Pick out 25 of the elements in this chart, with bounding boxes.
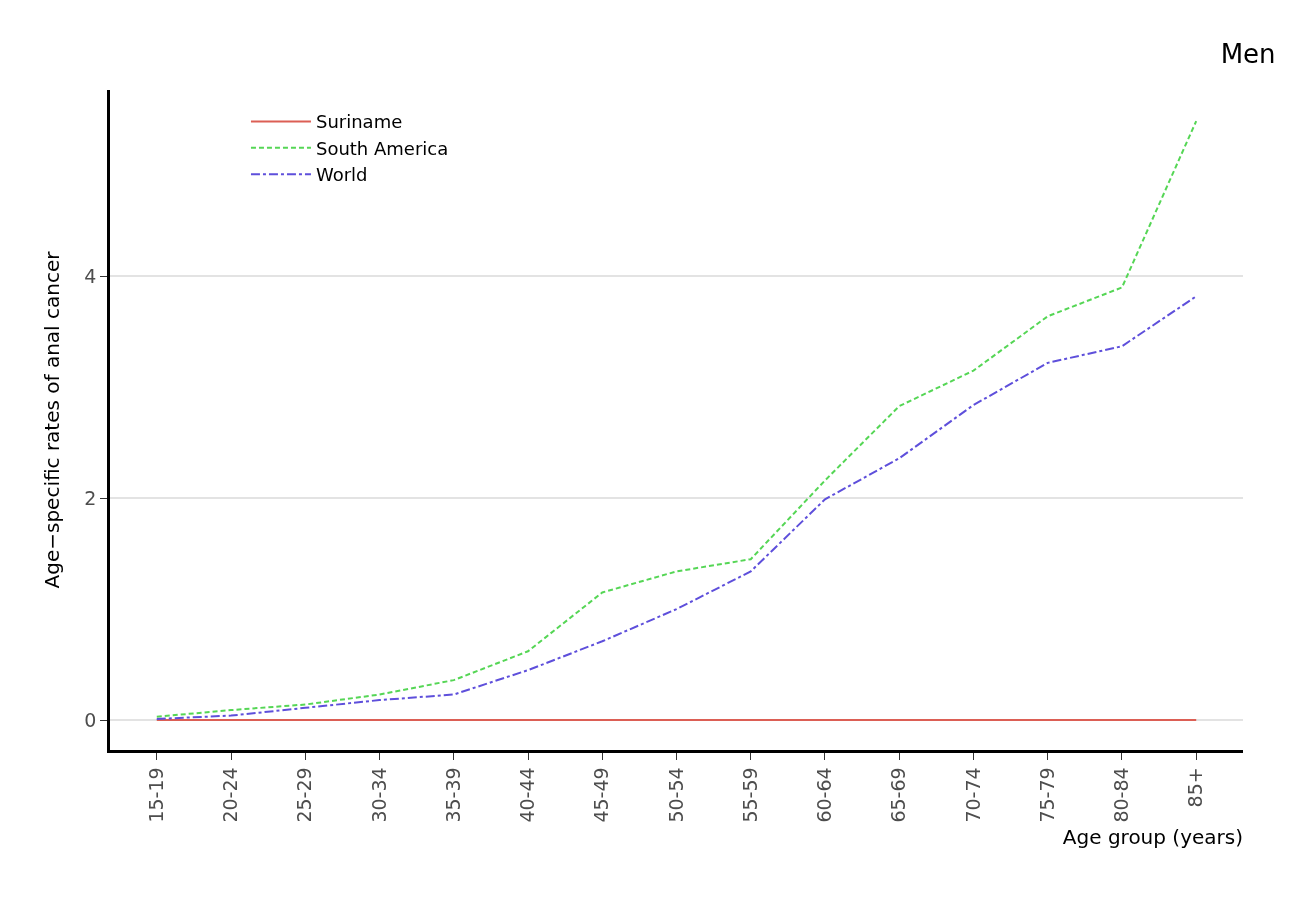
legend-label: South America [315, 137, 449, 159]
x-tick-label: 40-44 [516, 767, 539, 823]
x-tick-label: 55-59 [738, 767, 761, 823]
legend-label: World [315, 164, 368, 186]
x-tick-label: 35-39 [441, 767, 464, 823]
chart-title: Men [1220, 39, 1276, 70]
x-axis-title: Age group (years) [1062, 824, 1243, 849]
x-tick-label: 70-74 [961, 767, 984, 823]
x-tick-label: 20-24 [219, 767, 242, 823]
y-tick-label: 2 [84, 486, 97, 509]
x-tick-label: 85+ [1184, 767, 1207, 808]
x-tick-label: 60-64 [813, 767, 836, 823]
x-tick-label: 80-84 [1110, 767, 1133, 823]
x-tick-label: 30-34 [367, 767, 390, 823]
x-tick-label: 50-54 [664, 767, 687, 823]
x-tick-label: 45-49 [590, 767, 613, 823]
y-tick-label: 0 [84, 708, 97, 731]
x-tick-label: 75-79 [1035, 767, 1058, 823]
x-tick-label: 65-69 [887, 767, 910, 823]
line-series [155, 295, 1198, 720]
x-tick-label: 25-29 [293, 767, 316, 823]
y-tick-label: 4 [84, 265, 97, 287]
legend-label: Suriname [315, 111, 403, 133]
y-axis-title: Age−specific rates of anal cancer [39, 250, 64, 589]
x-tick-label: 15-19 [144, 767, 167, 823]
